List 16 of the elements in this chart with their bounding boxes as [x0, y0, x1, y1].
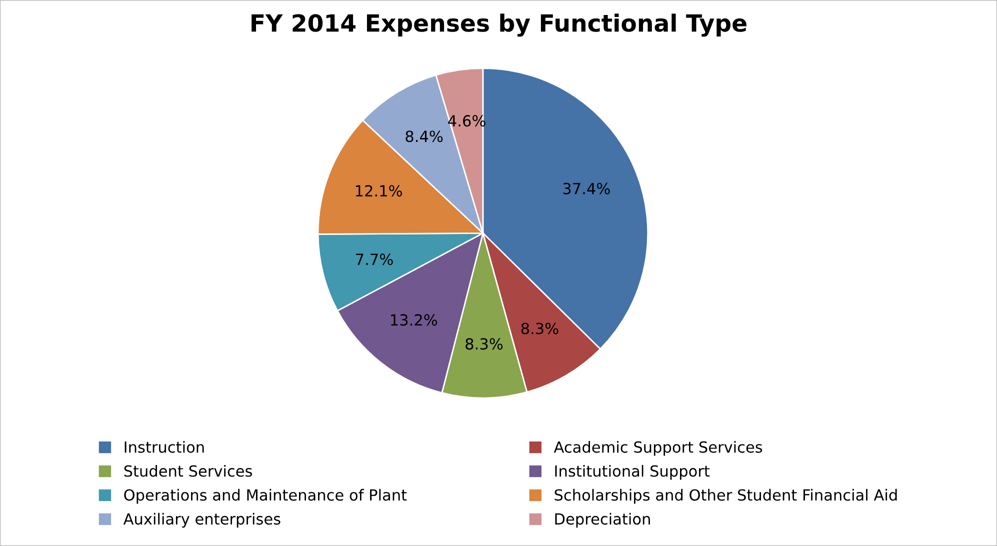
legend-label: Auxiliary enterprises: [123, 512, 280, 528]
data-label: 8.4%: [406, 130, 443, 142]
legend-label: Instruction: [124, 441, 204, 453]
legend-label: Depreciation: [555, 512, 650, 528]
data-label: 37.4%: [563, 182, 610, 194]
data-label: 13.2%: [391, 314, 438, 326]
data-label: 12.1%: [356, 185, 402, 197]
data-label: 7.7%: [356, 254, 393, 266]
legend-label: Operations and Maintenance of Plant: [124, 488, 407, 504]
legend-label: Student Services: [124, 464, 252, 477]
legend-label: Institutional Support: [555, 464, 710, 480]
chart-title: FY 2014 Expenses by Functional Type: [252, 14, 746, 37]
data-label: 8.3%: [521, 322, 558, 334]
data-label: 8.3%: [466, 338, 503, 350]
legend-label: Scholarships and Other Student Financial Aid: [554, 488, 897, 504]
legend-label: Academic Support Services: [554, 441, 762, 456]
